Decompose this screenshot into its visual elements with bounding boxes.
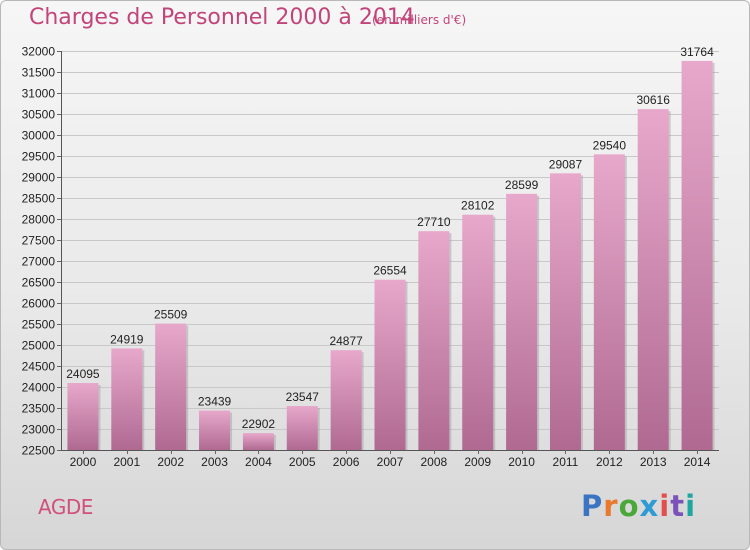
y-tick-label: 25000 (22, 339, 56, 353)
bar (418, 231, 450, 450)
chart-title: Charges de Personnel 2000 à 2014 (29, 5, 415, 30)
x-tick-label: 2000 (70, 455, 97, 469)
bar (242, 433, 274, 450)
x-tick-label: 2011 (553, 455, 579, 469)
data-label: 23547 (286, 390, 320, 404)
y-tick-label: 22500 (22, 444, 56, 458)
bar (374, 279, 406, 450)
bar (506, 193, 538, 451)
y-tick-label: 24500 (22, 360, 56, 374)
y-tick-label: 28500 (22, 192, 56, 206)
bar (286, 406, 318, 450)
data-label: 24095 (66, 367, 100, 381)
data-label: 24877 (329, 334, 363, 348)
bar (681, 60, 713, 451)
y-tick-label: 30500 (22, 108, 56, 122)
x-tick-label: 2014 (684, 455, 711, 469)
bar (593, 154, 625, 450)
y-tick-label: 23500 (22, 402, 56, 416)
y-tick-label: 31500 (22, 66, 56, 80)
axis-layer: 22500 23000 23500 24000 24500 25000 25500 26000… (22, 45, 719, 469)
x-tick-label: 2007 (377, 455, 404, 469)
logo-letter: P (581, 489, 604, 523)
y-tick-label: 24000 (22, 381, 56, 395)
y-tick-label: 29000 (22, 171, 56, 185)
x-tick-label: 2005 (289, 455, 316, 469)
proxiti-logo[interactable]: Proxiti (581, 489, 696, 523)
data-label: 26554 (373, 264, 407, 278)
bar (67, 383, 99, 450)
logo-letter: o (618, 489, 640, 523)
x-tick-label: 2010 (508, 455, 535, 469)
commune-name: AGDE (38, 495, 93, 519)
logo-letter: r (603, 489, 619, 523)
y-tick-label: 32000 (22, 45, 56, 59)
logo-letter: x (639, 489, 660, 523)
logo-letter: t (670, 489, 686, 523)
x-tick-label: 2002 (157, 455, 184, 469)
y-tick-label: 26500 (22, 276, 56, 290)
y-tick-label: 30000 (22, 129, 56, 143)
bar (549, 173, 581, 450)
bar (330, 350, 362, 450)
label-layer: 24095 24919 25509 23439 22902 23547 24877 26554… (66, 45, 714, 431)
x-tick-label: 2009 (464, 455, 491, 469)
y-tick-label: 29500 (22, 150, 56, 164)
x-tick-label: 2012 (596, 455, 623, 469)
logo-letter: i (659, 489, 671, 523)
data-label: 27710 (417, 215, 451, 229)
y-tick-label: 27500 (22, 234, 56, 248)
y-tick-label: 31000 (22, 87, 56, 101)
bar (637, 109, 669, 451)
data-label: 30616 (637, 93, 671, 107)
data-label: 29540 (593, 138, 627, 152)
logo-letter: i (685, 489, 697, 523)
y-tick-label: 28000 (22, 213, 56, 227)
bar (462, 214, 494, 450)
data-label: 31764 (680, 45, 714, 59)
bar (199, 410, 231, 450)
bar (155, 323, 187, 450)
data-label: 25509 (154, 308, 188, 322)
x-tick-label: 2004 (245, 455, 272, 469)
x-tick-label: 2008 (421, 455, 448, 469)
x-tick-label: 2001 (113, 455, 140, 469)
x-tick-label: 2006 (333, 455, 360, 469)
bar (111, 348, 143, 450)
x-tick-label: 2003 (201, 455, 228, 469)
y-tick-label: 23000 (22, 423, 56, 437)
data-label: 22902 (242, 417, 276, 431)
data-label: 24919 (110, 332, 144, 346)
y-tick-label: 25500 (22, 318, 56, 332)
bar-layer (67, 60, 715, 451)
x-tick-label: 2013 (640, 455, 667, 469)
data-label: 29087 (549, 157, 583, 171)
y-tick-label: 26000 (22, 297, 56, 311)
y-tick-label: 27000 (22, 255, 56, 269)
data-label: 28599 (505, 178, 539, 192)
data-label: 28102 (461, 199, 495, 213)
chart-subtitle: (en milliers d'€) (372, 13, 467, 27)
data-label: 23439 (198, 395, 232, 409)
